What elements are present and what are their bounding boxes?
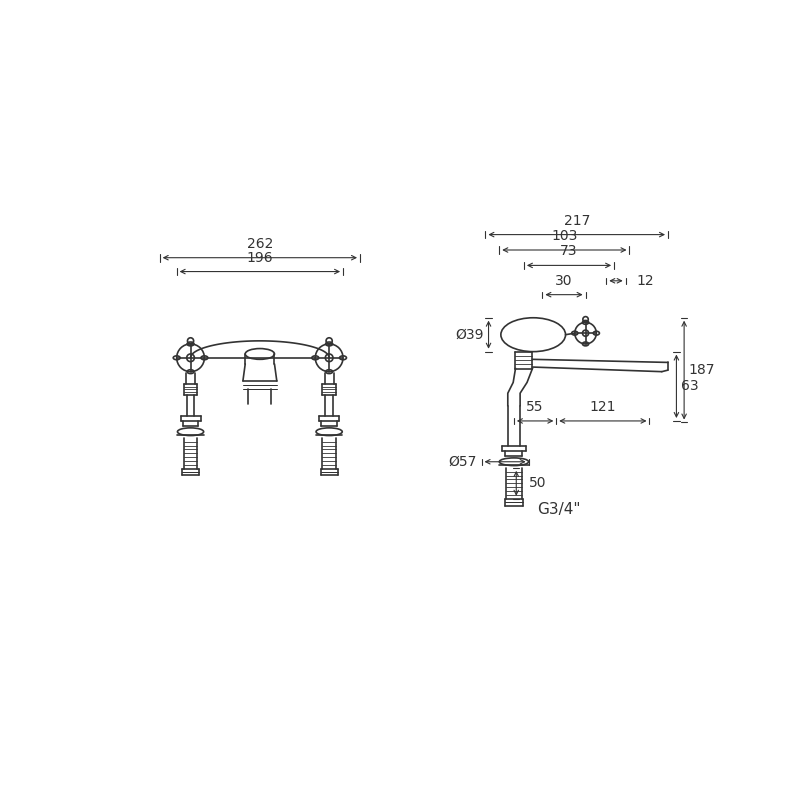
Text: 217: 217: [563, 214, 590, 228]
Text: Ø57: Ø57: [449, 454, 477, 469]
Text: 30: 30: [555, 274, 573, 288]
Text: 196: 196: [246, 250, 273, 265]
Text: 12: 12: [636, 274, 654, 288]
Text: 187: 187: [689, 363, 715, 377]
Text: 262: 262: [246, 237, 273, 250]
Text: 73: 73: [560, 245, 578, 258]
Text: 50: 50: [530, 476, 547, 490]
Text: 55: 55: [526, 400, 544, 414]
Text: 121: 121: [590, 400, 616, 414]
Text: 63: 63: [681, 379, 698, 394]
Text: 103: 103: [551, 229, 578, 243]
Text: Ø39: Ø39: [455, 328, 484, 342]
Text: G3/4": G3/4": [537, 502, 581, 517]
